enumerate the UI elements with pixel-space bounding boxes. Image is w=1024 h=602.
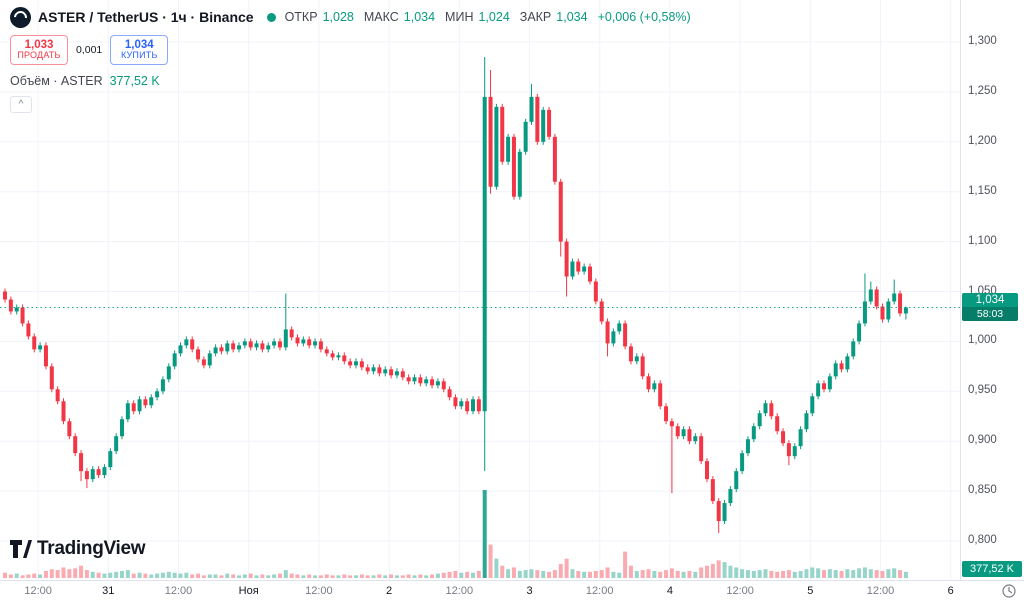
price-tick: 0,800 [968,534,997,546]
symbol-title[interactable]: ASTER / TetherUS · 1ч · Binance [38,9,254,25]
price-tick: 1,250 [968,84,997,97]
price-tick: 0,850 [968,484,997,497]
close-label: ЗАКР [519,10,552,24]
price-axis[interactable]: 1,300 1,250 1,200 1,150 1,100 1,050 1,000 0,950… [960,0,1024,580]
price-tick: 1,200 [968,134,997,147]
time-tick: 6 [947,585,954,597]
time-tick: 2 [386,585,393,597]
price-tick: 1,000 [968,334,997,347]
time-tick: 12:00 [164,585,193,597]
time-tick: 12:00 [585,585,614,597]
price-tick: 1,100 [968,234,997,247]
time-tick: 12:00 [726,585,754,597]
close-value: 1,034 [556,10,588,24]
time-tick: 12:00 [866,585,895,597]
price-tick: 1,300 [968,35,997,47]
time-tick: 12:00 [24,585,52,597]
price-tick: 0,900 [968,434,997,447]
volume-badge: 377,52 K [962,561,1022,577]
volume-indicator-label[interactable]: Объём · ASTER [10,74,103,88]
buy-label: КУПИТЬ [120,50,158,61]
chart-legend: ASTER / TetherUS · 1ч · Binance ОТКР 1,0… [10,6,691,113]
current-price-badge: 1,034 58:03 [962,293,1018,322]
time-axis[interactable]: 12:00 31 12:00 Ноя 12:00 2 12:00 3 12:00 4 12:00 5 1… [0,580,960,602]
sell-label: ПРОДАТЬ [17,50,61,61]
timezone-clock-icon[interactable] [1002,584,1016,598]
time-tick: 3 [526,585,533,597]
low-label: МИН [445,10,474,24]
change-value: +0,006 (+0,58%) [597,10,691,24]
tradingview-logo-text: TradingView [37,538,146,559]
sell-button[interactable]: 1,033 ПРОДАТЬ [10,35,68,65]
tradingview-watermark[interactable]: TradingView [10,538,146,560]
chart-pane[interactable] [0,0,960,580]
time-tick: Ноя [238,585,259,597]
collapse-legend-button[interactable]: ^ [10,96,32,113]
time-tick: 4 [666,585,673,597]
time-tick: 12:00 [445,585,474,597]
open-value: 1,028 [322,10,354,24]
buy-button[interactable]: 1,034 КУПИТЬ [110,35,169,65]
time-tick: 5 [807,585,814,597]
volume-indicator-value: 377,52 K [109,74,160,88]
high-value: 1,034 [403,10,436,24]
sell-price: 1,033 [24,38,54,51]
low-value: 1,024 [478,10,510,24]
symbol-logo-icon[interactable] [10,6,31,28]
buy-price: 1,034 [124,38,154,51]
high-label: МАКС [363,10,399,24]
ohlc-values: ОТКР 1,028 МАКС 1,034 МИН 1,024 ЗАКР 1,0… [285,10,691,24]
time-tick: 31 [102,585,115,597]
current-price-value: 1,034 [975,294,1005,307]
tradingview-logo-icon [10,539,32,558]
time-axis-corner [960,580,1024,601]
time-tick: 12:00 [305,585,333,597]
market-status-icon[interactable] [266,12,276,22]
open-label: ОТКР [284,10,318,24]
spread-value: 0,001 [76,44,103,56]
price-tick: 0,950 [968,384,997,397]
candle-countdown: 58:03 [962,307,1018,322]
chevron-up-icon: ^ [18,99,24,110]
price-tick: 1,150 [968,184,997,197]
candlestick-chart[interactable] [0,0,960,580]
